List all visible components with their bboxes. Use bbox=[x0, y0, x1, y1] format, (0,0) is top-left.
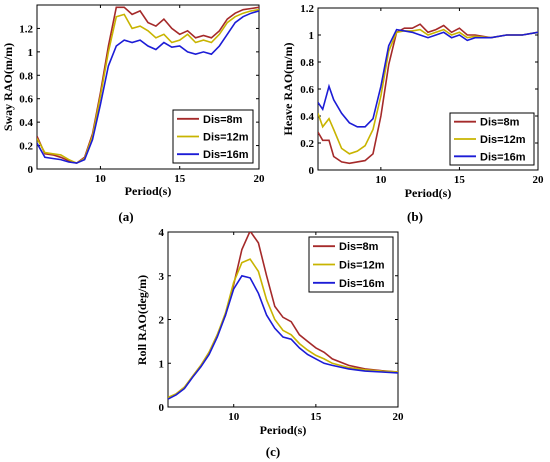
panel-b-ytick-label: 0.8 bbox=[300, 57, 314, 69]
panel-b-series-line-1 bbox=[318, 23, 538, 165]
panel-b-label: (b) bbox=[407, 209, 423, 224]
panel-a: 10 15 20 0 0.2 0.4 0.6 0.8 1 1.2 Period(s) Sway R… bbox=[1, 4, 265, 224]
panel-b-series-line-3 bbox=[318, 28, 538, 128]
panel-b-legend-label: Dis=16m bbox=[480, 151, 526, 163]
panel-a-legend-label: Dis=12m bbox=[203, 132, 249, 144]
panel-a-ytick-label: 0 bbox=[28, 164, 34, 176]
panel-b-legend: Dis=8m Dis=12m Dis=16m bbox=[449, 112, 535, 166]
panel-c-label: (c) bbox=[266, 444, 280, 459]
panel-c-ytick-label: 0 bbox=[159, 402, 165, 414]
panel-b-ticks: 10 15 20 0 0.2 0.4 0.6 0.8 1 1.2 bbox=[300, 3, 544, 186]
panel-c: 10 15 20 0 1 2 3 4 Period(s) Roll RAO(deg/m) (c… bbox=[135, 227, 404, 459]
panel-a-xtick-label: 15 bbox=[174, 173, 186, 185]
panel-a-legend-label: Dis=8m bbox=[203, 114, 243, 126]
panel-c-ticks: 10 15 20 0 1 2 3 4 bbox=[159, 227, 405, 423]
panel-b-ytick-label: 1.2 bbox=[300, 3, 314, 15]
panel-a-ytick-label: 0.4 bbox=[19, 117, 33, 129]
panel-a-ytick-label: 1 bbox=[28, 47, 34, 59]
panel-c-lines bbox=[168, 232, 398, 400]
panel-a-legend-label: Dis=16m bbox=[203, 149, 249, 161]
panel-c-xlabel: Period(s) bbox=[260, 423, 307, 437]
panel-c-legend: Dis=8m Dis=12m Dis=16m bbox=[308, 236, 394, 293]
panel-b-ytick-label: 1 bbox=[309, 30, 315, 42]
panel-c-series-line-3 bbox=[168, 274, 398, 400]
panel-a-ticks: 10 15 20 0 0.2 0.4 0.6 0.8 1 1.2 bbox=[19, 5, 265, 185]
panel-a-ytick-label: 0.6 bbox=[19, 94, 33, 106]
panel-a-ytick-label: 0.8 bbox=[19, 70, 33, 82]
panel-b-ytick-label: 0.4 bbox=[300, 111, 314, 123]
panel-c-ytick-label: 3 bbox=[159, 271, 165, 283]
panel-a-ylabel: Sway RAO(m/m) bbox=[1, 43, 15, 131]
panel-b-lines bbox=[318, 23, 538, 165]
panel-c-xtick-label: 20 bbox=[393, 411, 405, 423]
panel-c-ytick-label: 4 bbox=[159, 227, 165, 239]
panel-c-legend-label: Dis=8m bbox=[339, 241, 379, 253]
panel-a-xtick-label: 20 bbox=[254, 173, 266, 185]
panel-a-series-line-3 bbox=[37, 10, 259, 164]
panel-c-xtick-label: 15 bbox=[310, 411, 322, 423]
panel-b-xlabel: Period(s) bbox=[405, 186, 452, 200]
panel-c-ytick-label: 1 bbox=[159, 358, 165, 370]
panel-a-lines bbox=[37, 6, 259, 164]
panel-b-ytick-label: 0.6 bbox=[300, 84, 314, 96]
panel-b-legend-label: Dis=12m bbox=[480, 134, 526, 146]
panel-c-legend-label: Dis=12m bbox=[339, 260, 385, 272]
panel-b-xtick-label: 10 bbox=[375, 174, 387, 186]
panel-a-label: (a) bbox=[118, 209, 133, 224]
panel-a-xtick-label: 10 bbox=[95, 173, 107, 185]
panel-a-ytick-label: 1.2 bbox=[19, 23, 33, 35]
panel-b-xtick-label: 20 bbox=[533, 174, 545, 186]
panel-c-ytick-label: 2 bbox=[159, 315, 165, 327]
panel-a-xlabel: Period(s) bbox=[125, 184, 172, 198]
panel-c-legend-label: Dis=16m bbox=[339, 278, 385, 290]
panel-a-legend: Dis=8m Dis=12m Dis=16m bbox=[172, 109, 254, 164]
panel-b-ytick-label: 0 bbox=[309, 165, 315, 177]
panel-b-ytick-label: 0.2 bbox=[300, 138, 314, 150]
panel-b: 10 15 20 0 0.2 0.4 0.6 0.8 1 1.2 Period(s) Heave … bbox=[281, 3, 544, 224]
panel-b-legend-label: Dis=8m bbox=[480, 117, 520, 129]
panel-c-ylabel: Roll RAO(deg/m) bbox=[135, 275, 149, 365]
panel-c-xtick-label: 10 bbox=[228, 411, 240, 423]
panel-a-ytick-label: 0.2 bbox=[19, 141, 33, 153]
panel-b-ylabel: Heave RAO(m/m) bbox=[281, 43, 295, 136]
panel-b-xtick-label: 15 bbox=[454, 174, 466, 186]
